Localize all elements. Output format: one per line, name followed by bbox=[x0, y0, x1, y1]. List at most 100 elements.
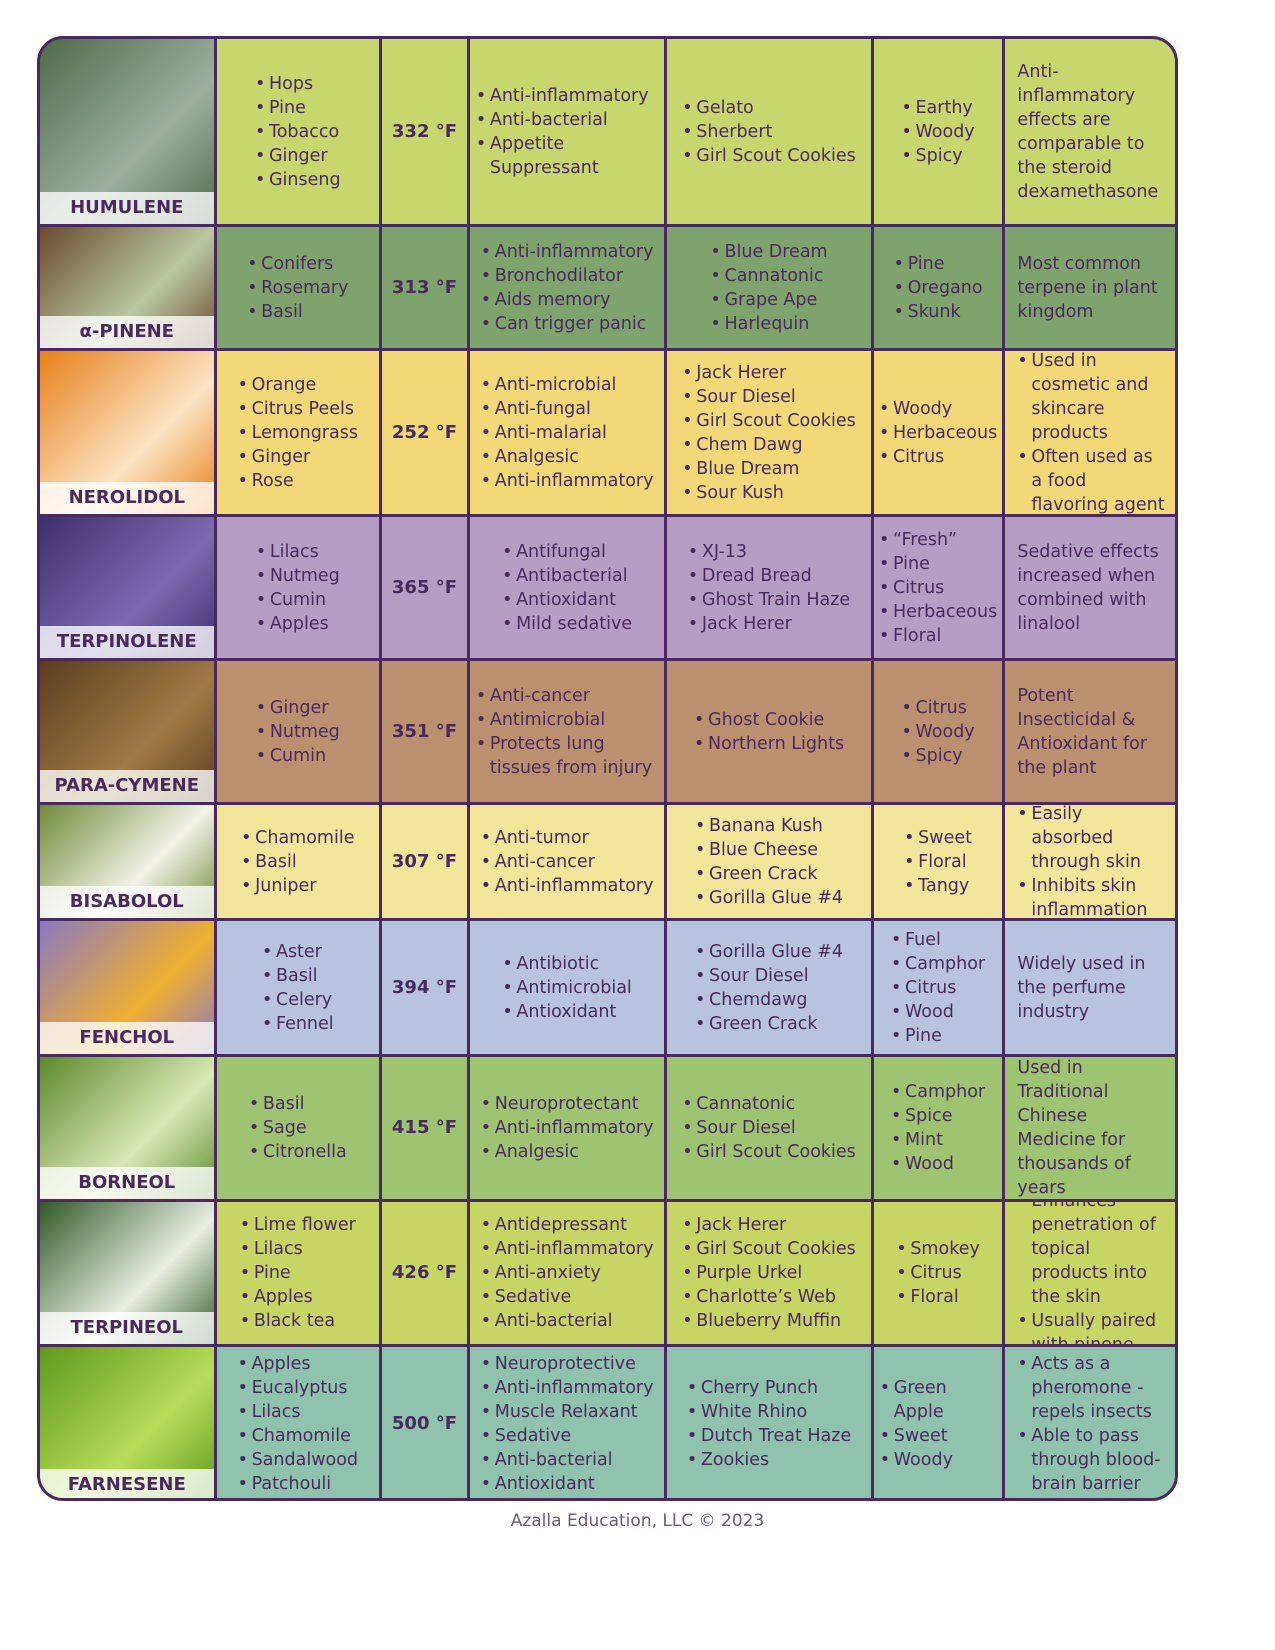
strains-list-item: Jack Herer bbox=[682, 361, 856, 385]
strains-list: GelatoSherbertGirl Scout Cookies bbox=[676, 96, 862, 168]
source-list-item: Juniper bbox=[241, 874, 354, 898]
aroma-list-item: Citrus bbox=[896, 1261, 980, 1285]
notes-cell: Sedative effects increased when combined… bbox=[1005, 517, 1175, 661]
aroma-list: CamphorSpiceMintWood bbox=[885, 1080, 991, 1176]
strains-list-item: Green Crack bbox=[695, 1012, 843, 1036]
strains-list-item: Blueberry Muffin bbox=[682, 1309, 856, 1333]
effects-list-item: Sedative bbox=[481, 1424, 654, 1448]
sources-cell: LilacsNutmegCuminApples bbox=[216, 517, 383, 661]
notes-cell: Anti-inflammatory effects are comparable… bbox=[1005, 39, 1175, 227]
effects-list-item: Antimicrobial bbox=[502, 976, 631, 1000]
strains-list-item: Gorilla Glue #4 bbox=[695, 886, 843, 910]
effects-list-item: Mild sedative bbox=[502, 612, 632, 636]
note-text: Used in Traditional Chinese Medicine for… bbox=[1017, 1058, 1131, 1198]
note-text: Potent Insecticidal & Antioxidant for th… bbox=[1017, 685, 1147, 778]
strains-list-item: Blue Dream bbox=[682, 457, 856, 481]
notes-cell: Acts as a pheromone - repels insectsAble… bbox=[1005, 1347, 1175, 1498]
boiling-point: 307 °F bbox=[382, 805, 470, 921]
strains-list: XJ-13Dread BreadGhost Train HazeJack Her… bbox=[682, 540, 856, 636]
source-list-item: Lilacs bbox=[240, 1237, 356, 1261]
terpene-name: HUMULENE bbox=[40, 192, 214, 224]
aroma-cell: SmokeyCitrusFloral bbox=[873, 1202, 1006, 1347]
aroma-list-item: Smokey bbox=[896, 1237, 980, 1261]
copyright-footer: Azalla Education, LLC © 2023 bbox=[510, 1511, 765, 1531]
source-list-item: Ginger bbox=[238, 445, 358, 469]
strains-list-item: Grape Ape bbox=[710, 288, 827, 312]
aroma-list-item: Herbaceous bbox=[879, 600, 997, 624]
source-list-item: Rose bbox=[238, 469, 358, 493]
notes-list: Easily absorbed through skinInhibits ski… bbox=[1017, 805, 1167, 918]
aroma-list: Green AppleSweetWoody bbox=[874, 1376, 1003, 1472]
notes-list-item: Acts as a pheromone - repels insects bbox=[1017, 1352, 1167, 1424]
aroma-list: EarthyWoodySpicy bbox=[896, 96, 981, 168]
boiling-point: 351 °F bbox=[382, 661, 470, 805]
aroma-list-item: Spice bbox=[891, 1104, 985, 1128]
strains-list-item: Jack Herer bbox=[688, 612, 850, 636]
effects-list: Anti-inflammatoryBronchodilatorAids memo… bbox=[475, 240, 660, 336]
notes-cell: Easily absorbed through skinInhibits ski… bbox=[1005, 805, 1175, 921]
aroma-cell: EarthyWoodySpicy bbox=[873, 39, 1006, 227]
notes-list-item: Able to pass through blood-brain barrier bbox=[1017, 1424, 1167, 1496]
strains-list-item: Blue Cheese bbox=[695, 838, 843, 862]
effects-list-item: Antifungal bbox=[502, 540, 632, 564]
effects-cell: Anti-inflammatoryBronchodilatorAids memo… bbox=[469, 227, 668, 351]
aroma-list-item: Citrus bbox=[879, 445, 997, 469]
aroma-list-item: Wood bbox=[891, 1000, 985, 1024]
strains-list-item: Purple Urkel bbox=[682, 1261, 856, 1285]
aroma-list-item: Earthy bbox=[902, 96, 975, 120]
aroma-list: FuelCamphorCitrusWoodPine bbox=[885, 928, 991, 1048]
source-list-item: Nutmeg bbox=[256, 720, 340, 744]
notes-list: Acts as a pheromone - repels insectsAble… bbox=[1017, 1352, 1167, 1496]
aroma-list-item: Citrus bbox=[879, 576, 997, 600]
effects-list-item: Antioxidant bbox=[502, 1000, 631, 1024]
strains-list-item: Sour Diesel bbox=[682, 385, 856, 409]
effects-list-item: Antibacterial bbox=[502, 564, 632, 588]
terpene-photo: BISABOLOL bbox=[40, 805, 217, 921]
source-list-item: Fennel bbox=[262, 1012, 334, 1036]
strains-cell: GelatoSherbertGirl Scout Cookies bbox=[667, 39, 874, 227]
terpene-name: FARNESENE bbox=[40, 1469, 214, 1498]
aroma-cell: FuelCamphorCitrusWoodPine bbox=[873, 921, 1006, 1057]
terpene-name: BISABOLOL bbox=[40, 886, 214, 918]
notes-cell: Enhances penetration of topical products… bbox=[1005, 1202, 1175, 1347]
strains-list-item: Cannatonic bbox=[682, 1092, 856, 1116]
strains-list-item: XJ-13 bbox=[688, 540, 850, 564]
table-row: BISABOLOL ChamomileBasilJuniper 307 °F Anti… bbox=[40, 805, 1175, 921]
strains-list-item: Cannatonic bbox=[710, 264, 827, 288]
sources-cell: GingerNutmegCumin bbox=[216, 661, 383, 805]
source-list-item: Basil bbox=[247, 300, 348, 324]
source-list-item: Lilacs bbox=[238, 1400, 358, 1424]
source-list: HopsPineTobaccoGingerGinseng bbox=[249, 72, 347, 192]
strains-list-item: Charlotte’s Web bbox=[682, 1285, 856, 1309]
strains-list-item: Northern Lights bbox=[694, 732, 844, 756]
source-list-item: Cumin bbox=[256, 588, 340, 612]
sources-cell: ChamomileBasilJuniper bbox=[216, 805, 383, 921]
strains-cell: Jack HererSour DieselGirl Scout CookiesC… bbox=[667, 351, 874, 517]
notes-cell: Widely used in the perfume industry bbox=[1005, 921, 1175, 1057]
terpene-name: α-PINENE bbox=[40, 316, 214, 348]
aroma-list-item: Citrus bbox=[891, 976, 985, 1000]
effects-list: Anti-inflammatoryAnti-bacterialAppetite … bbox=[470, 84, 664, 180]
source-list-item: Celery bbox=[262, 988, 334, 1012]
source-list: ChamomileBasilJuniper bbox=[235, 826, 360, 898]
aroma-list-item: Floral bbox=[879, 624, 997, 648]
terpene-name: FENCHOL bbox=[40, 1022, 214, 1054]
aroma-list-item: Woody bbox=[902, 120, 975, 144]
source-list: ConifersRosemaryBasil bbox=[241, 252, 354, 324]
aroma-list-item: Oregano bbox=[894, 276, 983, 300]
aroma-list-item: Pine bbox=[891, 1024, 985, 1048]
strains-cell: Cherry PunchWhite RhinoDutch Treat HazeZ… bbox=[667, 1347, 874, 1498]
strains-list-item: Ghost Train Haze bbox=[688, 588, 850, 612]
effects-list-item: Anti-inflammatory bbox=[481, 874, 654, 898]
effects-cell: AntibioticAntimicrobialAntioxidant bbox=[469, 921, 668, 1057]
effects-list: Anti-microbialAnti-fungalAnti-malarialAn… bbox=[475, 373, 660, 493]
aroma-list-item: Sweet bbox=[904, 826, 972, 850]
source-list: ApplesEucalyptusLilacsChamomileSandalwoo… bbox=[232, 1352, 364, 1496]
effects-list-item: Anti-inflammatory bbox=[481, 1116, 654, 1140]
source-list: OrangeCitrus PeelsLemongrassGingerRose bbox=[232, 373, 364, 493]
terpene-name: PARA-CYMENE bbox=[40, 770, 214, 802]
source-list-item: Basil bbox=[262, 964, 334, 988]
aroma-cell: SweetFloralTangy bbox=[873, 805, 1006, 921]
terpene-name: TERPINOLENE bbox=[40, 626, 214, 658]
boiling-point: 313 °F bbox=[382, 227, 470, 351]
